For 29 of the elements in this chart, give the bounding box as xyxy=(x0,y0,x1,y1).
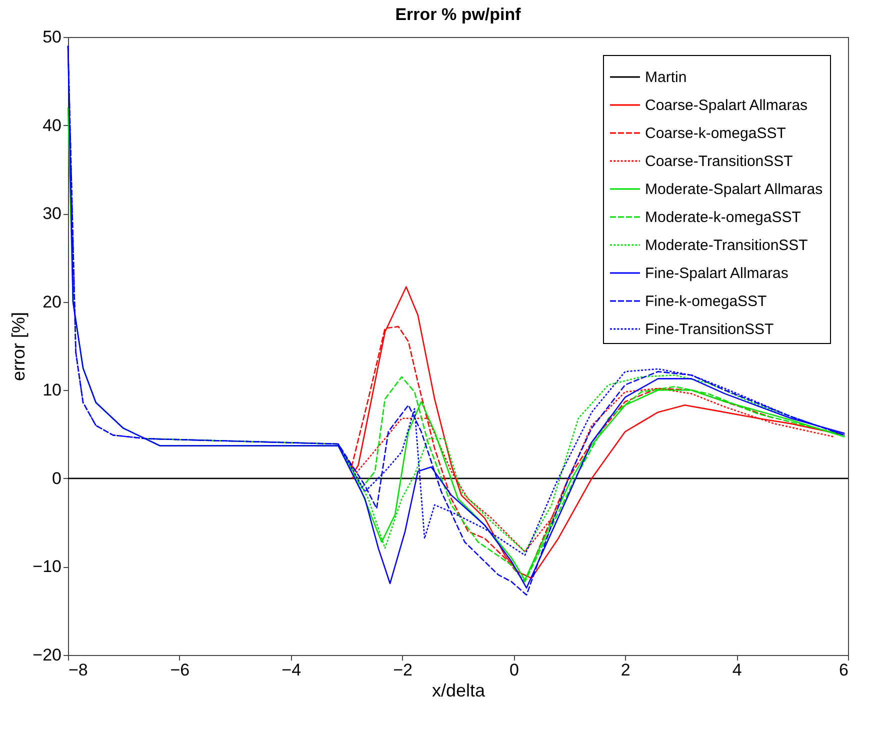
x-tick-label: −8 xyxy=(68,660,88,680)
legend-label: Martin xyxy=(645,69,687,86)
x-tick-label: 6 xyxy=(839,660,848,680)
y-tick-label: −10 xyxy=(32,557,62,576)
y-axis-title: error [%] xyxy=(8,312,29,382)
x-axis-title: x/delta xyxy=(432,680,486,700)
legend-label: Coarse-Spalart Allmaras xyxy=(645,97,808,114)
y-tick-label: 20 xyxy=(42,292,62,312)
y-tick-label: −20 xyxy=(32,646,62,664)
y-tick-label: 40 xyxy=(42,116,62,135)
x-tick-label: −2 xyxy=(393,660,412,680)
legend-label: Moderate-Spalart Allmaras xyxy=(645,181,823,198)
y-tick-label: 30 xyxy=(42,204,62,224)
x-tick-label: −6 xyxy=(170,660,190,680)
legend-label: Moderate-TransitionSST xyxy=(645,237,808,254)
x-tick-label: 2 xyxy=(620,660,630,680)
legend-label: Fine-k-omegaSST xyxy=(645,293,767,310)
legend-label: Fine-Spalart Allmaras xyxy=(645,265,788,282)
chart-title: Error % pw/pinf xyxy=(395,5,522,24)
legend-label: Coarse-TransitionSST xyxy=(645,153,793,170)
x-tick-label: 0 xyxy=(509,660,519,680)
x-tick-label: 4 xyxy=(732,660,742,680)
legend-label: Coarse-k-omegaSST xyxy=(645,125,786,142)
x-tick-label: −4 xyxy=(282,660,302,680)
legend-label: Fine-TransitionSST xyxy=(645,321,774,338)
y-tick-label: 10 xyxy=(42,380,62,400)
y-tick-label: 50 xyxy=(42,28,62,46)
legend-label: Moderate-k-omegaSST xyxy=(645,209,801,226)
y-tick-label: 0 xyxy=(52,468,62,488)
